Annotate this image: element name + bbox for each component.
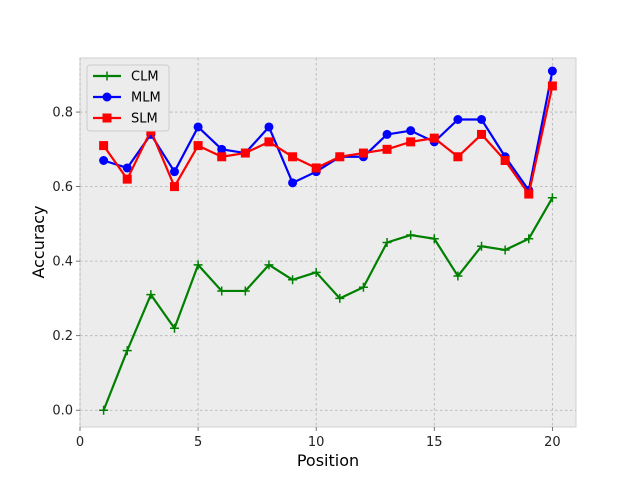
data-point-slm — [217, 152, 227, 162]
data-point-mlm — [453, 115, 463, 124]
grid-lines — [79, 58, 576, 427]
data-point-clm — [288, 275, 298, 285]
y-tick-label: 0.4 — [52, 255, 73, 270]
data-point-slm — [382, 144, 392, 154]
series-clm — [99, 193, 557, 415]
x-tick-label: 0 — [76, 435, 84, 450]
data-point-clm — [169, 323, 179, 333]
series-line-clm — [102, 197, 554, 411]
data-point-slm — [406, 137, 416, 147]
series-slm — [99, 81, 557, 199]
data-point-mlm — [99, 156, 109, 165]
data-point-clm — [122, 346, 132, 356]
data-point-clm — [453, 271, 463, 281]
x-axis-label: Position — [297, 451, 359, 470]
data-point-slm — [524, 189, 534, 199]
data-point-slm — [122, 174, 132, 184]
data-point-clm — [217, 286, 227, 296]
data-point-clm — [477, 241, 487, 251]
data-point-slm — [288, 152, 298, 162]
data-point-clm — [311, 267, 321, 277]
x-tick-label: 10 — [308, 435, 325, 450]
data-point-slm — [547, 81, 557, 91]
data-point-mlm — [193, 122, 203, 132]
data-point-slm — [429, 133, 439, 143]
data-point-mlm — [477, 115, 487, 124]
data-point-slm — [240, 148, 250, 158]
y-tick-label: 0.2 — [52, 329, 73, 344]
legend-label-clm: CLM — [131, 70, 159, 85]
legend: CLM MLM SLM — [86, 64, 170, 132]
data-point-clm — [264, 260, 274, 270]
x-tick-label: 20 — [544, 435, 561, 450]
data-point-clm — [500, 245, 510, 255]
data-point-slm — [477, 129, 487, 139]
data-point-clm — [524, 234, 534, 244]
x-tick-label: 5 — [194, 435, 202, 450]
data-point-slm — [169, 182, 179, 192]
x-tick-label: 15 — [426, 435, 443, 450]
data-point-clm — [406, 230, 416, 240]
y-tick-label: 0.8 — [52, 106, 73, 121]
data-point-mlm — [382, 129, 392, 139]
legend-marker-mlm — [102, 92, 112, 102]
y-tick-label: 0.0 — [52, 404, 73, 419]
legend-label-mlm: MLM — [131, 91, 161, 106]
data-point-slm — [335, 152, 345, 162]
data-point-slm — [358, 148, 368, 158]
legend-marker-slm — [102, 113, 112, 123]
tick-labels: 0 5 10 15 20 0.0 0.2 0.4 0.6 0.8 — [52, 106, 560, 450]
y-axis-label: Accuracy — [29, 205, 48, 278]
data-point-slm — [453, 152, 463, 162]
data-point-slm — [500, 156, 510, 165]
data-point-clm — [429, 234, 439, 244]
data-point-mlm — [122, 163, 132, 173]
data-point-clm — [99, 405, 109, 415]
data-point-mlm — [169, 167, 179, 177]
data-point-mlm — [406, 126, 416, 136]
data-point-clm — [335, 293, 345, 303]
data-point-mlm — [288, 178, 298, 188]
data-point-clm — [382, 238, 392, 247]
data-point-slm — [264, 137, 274, 147]
data-point-clm — [358, 282, 368, 292]
data-point-clm — [240, 286, 250, 296]
data-point-slm — [193, 141, 203, 151]
data-point-mlm — [217, 144, 227, 154]
data-point-clm — [547, 193, 557, 203]
data-point-clm — [146, 290, 156, 300]
data-point-mlm — [264, 122, 274, 132]
data-point-slm — [99, 141, 109, 151]
legend-label-slm: SLM — [131, 112, 158, 127]
data-point-slm — [311, 163, 321, 173]
y-tick-label: 0.6 — [52, 180, 73, 195]
data-point-clm — [193, 260, 203, 270]
data-point-mlm — [547, 66, 557, 76]
legend-marker-clm — [102, 71, 112, 81]
series-layer — [99, 66, 557, 415]
